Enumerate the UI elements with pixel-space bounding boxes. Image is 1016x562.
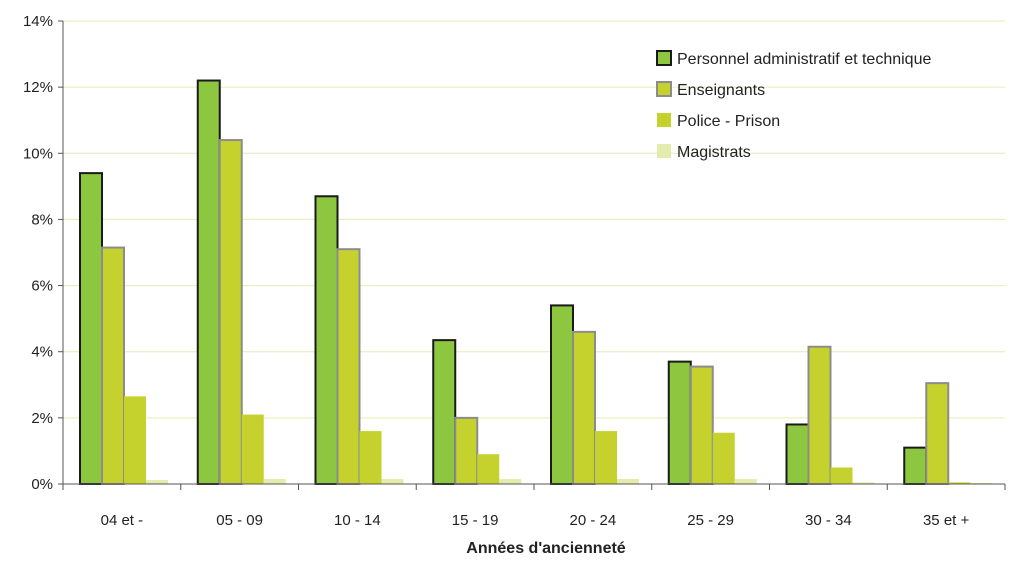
x-tick-labels: 04 et - 05 - 09 10 - 14 15 - 19 20 - 24 25 - … bbox=[101, 512, 970, 529]
bar-3-5 bbox=[734, 479, 757, 484]
bar-1-2 bbox=[336, 248, 361, 485]
bar-2-6 bbox=[830, 467, 853, 484]
bar-2-4 bbox=[595, 431, 617, 484]
y-tick-label: 0% bbox=[31, 476, 53, 493]
y-tick-label: 6% bbox=[31, 278, 53, 295]
bar-2-0 bbox=[124, 396, 146, 484]
legend-swatch-2 bbox=[657, 113, 671, 127]
bar-3-2 bbox=[381, 479, 404, 484]
x-tick-label: 30 - 34 bbox=[805, 512, 852, 529]
x-tick-label: 25 - 29 bbox=[687, 512, 734, 529]
bar-2-2 bbox=[359, 431, 382, 484]
axes bbox=[58, 20, 1006, 490]
bar-1-0 bbox=[101, 246, 125, 485]
bar-3-0 bbox=[146, 480, 168, 484]
y-tick-label: 12% bbox=[23, 79, 53, 96]
bars-group bbox=[79, 79, 993, 486]
bar-0-3 bbox=[432, 339, 457, 485]
x-axis-title: Années d'ancienneté bbox=[466, 540, 626, 557]
bar-3-3 bbox=[499, 479, 522, 484]
bar-0-0 bbox=[79, 172, 103, 485]
bar-1-1 bbox=[218, 139, 243, 486]
x-tick-label: 04 et - bbox=[101, 512, 144, 529]
x-tick-label: 10 - 14 bbox=[334, 512, 381, 529]
x-tick-label: 20 - 24 bbox=[570, 512, 617, 529]
bar-1-7 bbox=[925, 382, 950, 485]
x-tick-label: 15 - 19 bbox=[452, 512, 499, 529]
y-tick-label: 4% bbox=[31, 344, 53, 361]
legend-label-2: Police - Prison bbox=[677, 113, 780, 130]
y-tick-label: 10% bbox=[23, 145, 53, 162]
x-tick-label: 35 et + bbox=[923, 512, 970, 529]
bar-1-3 bbox=[454, 416, 479, 486]
bar-0-4 bbox=[550, 304, 574, 485]
bar-2-3 bbox=[477, 454, 500, 484]
bar-1-5 bbox=[689, 365, 714, 486]
y-tick-labels: 0% 2% 4% 6% 8% 10% 12% 14% bbox=[23, 13, 53, 493]
bar-3-4 bbox=[617, 479, 639, 484]
bar-2-7 bbox=[948, 482, 971, 484]
legend-label-1: Enseignants bbox=[677, 82, 765, 99]
bar-0-1 bbox=[196, 79, 221, 486]
y-tick-label: 2% bbox=[31, 410, 53, 427]
legend-label-3: Magistrats bbox=[677, 144, 751, 161]
legend: Personnel administratif et technique Ense… bbox=[656, 50, 931, 161]
bar-0-5 bbox=[667, 360, 692, 485]
y-tick-label: 14% bbox=[23, 13, 53, 30]
bar-1-4 bbox=[572, 330, 596, 485]
bar-0-6 bbox=[785, 423, 810, 486]
y-tick-label: 8% bbox=[31, 211, 53, 228]
bar-0-7 bbox=[903, 446, 928, 485]
legend-swatch-0 bbox=[656, 50, 672, 66]
bar-1-6 bbox=[807, 345, 832, 485]
bar-2-1 bbox=[241, 414, 264, 484]
legend-swatch-3 bbox=[657, 144, 671, 158]
legend-swatch-1 bbox=[656, 81, 672, 97]
x-tick-label: 05 - 09 bbox=[216, 512, 263, 529]
legend-label-0: Personnel administratif et technique bbox=[677, 51, 931, 68]
bar-0-2 bbox=[314, 195, 339, 485]
bar-3-6 bbox=[852, 482, 875, 484]
bar-3-1 bbox=[263, 479, 286, 484]
bar-2-5 bbox=[712, 432, 735, 484]
